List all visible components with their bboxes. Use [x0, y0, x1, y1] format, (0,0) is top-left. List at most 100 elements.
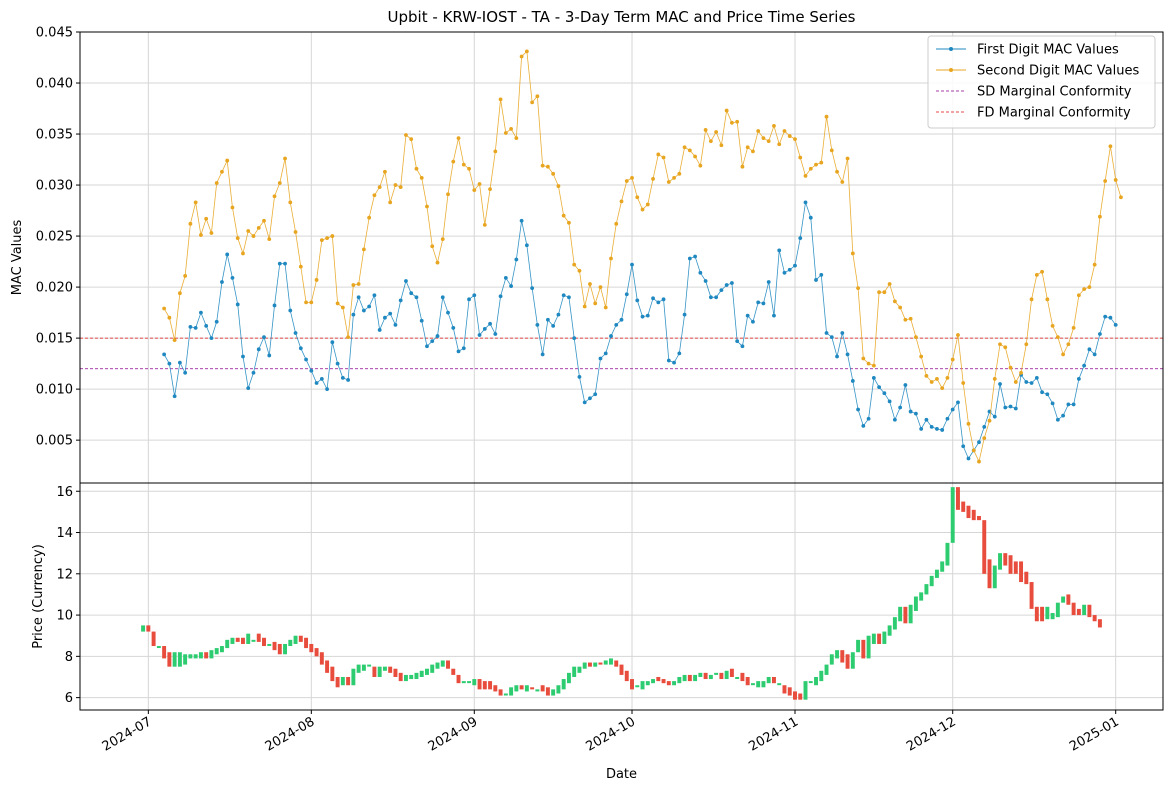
- candle: [1034, 606, 1039, 622]
- data-point: [919, 354, 924, 359]
- data-point: [314, 381, 319, 385]
- data-point: [419, 176, 424, 180]
- data-point: [787, 134, 792, 138]
- data-point: [498, 294, 503, 299]
- candle: [172, 652, 177, 667]
- data-point: [404, 279, 408, 283]
- candle: [162, 646, 167, 659]
- candle: [903, 606, 908, 624]
- data-point: [193, 326, 198, 330]
- candle: [666, 681, 671, 686]
- candle: [1040, 606, 1045, 622]
- data-point: [961, 444, 966, 449]
- data-point: [220, 280, 224, 284]
- data-point: [425, 344, 429, 349]
- candle: [1076, 608, 1081, 616]
- candle: [856, 639, 861, 653]
- candle: [167, 652, 172, 667]
- data-point: [1087, 285, 1092, 289]
- candle: [488, 681, 493, 690]
- data-point: [582, 400, 587, 405]
- candle: [908, 604, 913, 624]
- candle: [793, 691, 797, 700]
- candle: [998, 553, 1002, 570]
- data-point: [877, 290, 882, 295]
- mac-y-tick-label: 0.005: [36, 434, 73, 449]
- data-point: [772, 313, 776, 318]
- data-point: [882, 391, 887, 396]
- data-point: [172, 394, 177, 399]
- data-point: [346, 335, 351, 339]
- data-point: [351, 283, 356, 287]
- candle: [1092, 615, 1097, 622]
- candle: [771, 676, 776, 684]
- candle: [440, 660, 445, 667]
- data-point: [782, 129, 787, 133]
- data-point: [372, 293, 377, 298]
- candle: [929, 575, 934, 587]
- data-point: [819, 272, 824, 277]
- data-point: [514, 136, 519, 141]
- candle: [435, 662, 440, 669]
- candle: [214, 648, 219, 655]
- data-point: [1061, 352, 1066, 357]
- data-point: [1050, 323, 1055, 328]
- data-point: [488, 321, 492, 326]
- candle: [304, 637, 309, 649]
- candle: [835, 650, 840, 659]
- data-point: [956, 333, 960, 337]
- candle: [372, 666, 377, 677]
- candle: [1061, 596, 1066, 603]
- data-point: [256, 347, 261, 352]
- data-point: [572, 262, 577, 267]
- data-point: [982, 436, 987, 440]
- date-x-tick-label: 2025-01: [1067, 714, 1122, 754]
- data-point: [414, 166, 419, 171]
- candle: [319, 652, 324, 665]
- data-point: [588, 282, 592, 286]
- data-point: [1108, 144, 1113, 149]
- data-point: [262, 335, 266, 339]
- candle: [971, 509, 976, 521]
- mac-y-tick-label: 0.015: [36, 332, 73, 347]
- candle: [498, 689, 503, 696]
- candle: [745, 676, 750, 686]
- data-point: [477, 182, 482, 186]
- data-point: [803, 200, 808, 205]
- candle: [677, 676, 682, 684]
- data-point: [225, 158, 230, 163]
- data-point: [546, 164, 550, 169]
- data-point: [1103, 314, 1108, 319]
- data-point: [419, 318, 424, 323]
- data-point: [319, 238, 324, 243]
- candle: [246, 633, 251, 644]
- mac-y-tick-label: 0.030: [36, 179, 73, 194]
- data-point: [304, 357, 308, 362]
- candle: [656, 676, 661, 682]
- price-plot-frame: [79, 482, 1164, 711]
- data-point: [745, 313, 750, 318]
- date-x-tick-label: 2024-10: [583, 714, 638, 754]
- candle: [687, 674, 692, 682]
- data-point: [325, 236, 329, 241]
- data-point: [751, 319, 755, 324]
- data-point: [288, 200, 293, 205]
- data-point: [824, 331, 829, 335]
- candle: [782, 685, 787, 694]
- data-point: [561, 213, 566, 218]
- data-point: [272, 303, 277, 308]
- data-point: [461, 346, 466, 351]
- candle: [640, 681, 645, 690]
- data-point: [808, 166, 813, 171]
- candle: [256, 633, 261, 642]
- data-point: [777, 142, 782, 147]
- candle: [566, 672, 571, 684]
- candle: [977, 516, 981, 521]
- data-point: [293, 230, 298, 234]
- data-point: [593, 392, 598, 397]
- data-point: [1113, 322, 1118, 327]
- legend-box: [927, 35, 1156, 129]
- data-point: [703, 128, 708, 132]
- data-point: [908, 409, 913, 414]
- candle: [503, 693, 508, 696]
